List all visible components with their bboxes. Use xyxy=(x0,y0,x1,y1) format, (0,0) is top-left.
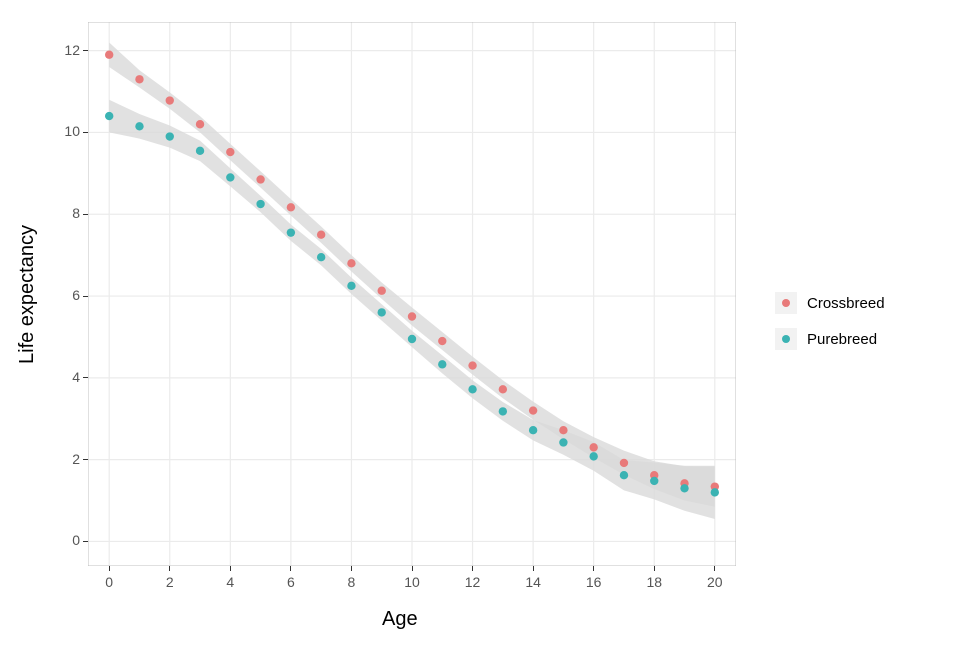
data-point xyxy=(347,282,355,290)
x-tick-mark xyxy=(533,566,534,571)
data-point xyxy=(166,96,174,104)
legend: Crossbreed Purebreed xyxy=(775,292,885,364)
legend-item: Purebreed xyxy=(775,328,885,350)
data-point xyxy=(438,360,446,368)
data-point xyxy=(589,452,597,460)
legend-key xyxy=(775,292,797,314)
data-point xyxy=(650,477,658,485)
y-tick-label: 6 xyxy=(46,287,80,303)
data-point xyxy=(135,75,143,83)
data-point xyxy=(438,337,446,345)
data-point xyxy=(589,443,597,451)
data-point xyxy=(378,287,386,295)
x-axis-title: Age xyxy=(382,608,418,631)
chart-container: Life expectancy Age CrossbreedPurebreed … xyxy=(0,0,963,667)
data-point xyxy=(256,175,264,183)
y-tick-mark xyxy=(83,296,88,297)
data-point xyxy=(226,148,234,156)
data-point xyxy=(408,335,416,343)
x-tick-label: 6 xyxy=(276,574,306,590)
x-tick-label: 0 xyxy=(94,574,124,590)
y-tick-mark xyxy=(83,377,88,378)
x-tick-mark xyxy=(654,566,655,571)
y-tick-label: 10 xyxy=(46,123,80,139)
data-point xyxy=(468,361,476,369)
data-point xyxy=(135,122,143,130)
data-point xyxy=(166,132,174,140)
data-point xyxy=(559,438,567,446)
data-point xyxy=(105,112,113,120)
x-tick-label: 4 xyxy=(215,574,245,590)
x-tick-mark xyxy=(109,566,110,571)
x-tick-label: 16 xyxy=(579,574,609,590)
data-point xyxy=(317,230,325,238)
x-tick-mark xyxy=(351,566,352,571)
x-tick-label: 12 xyxy=(458,574,488,590)
plot-panel xyxy=(88,22,736,566)
legend-label: Crossbreed xyxy=(807,295,885,312)
data-point xyxy=(408,312,416,320)
y-tick-label: 12 xyxy=(46,42,80,58)
data-point xyxy=(529,426,537,434)
x-tick-mark xyxy=(593,566,594,571)
x-tick-label: 14 xyxy=(518,574,548,590)
x-tick-label: 20 xyxy=(700,574,730,590)
data-point xyxy=(499,407,507,415)
y-tick-label: 2 xyxy=(46,451,80,467)
x-tick-label: 18 xyxy=(639,574,669,590)
data-point xyxy=(196,147,204,155)
x-tick-mark xyxy=(412,566,413,571)
data-point xyxy=(620,459,628,467)
legend-dot-icon xyxy=(782,299,790,307)
data-point xyxy=(287,203,295,211)
legend-item: Crossbreed xyxy=(775,292,885,314)
y-axis-title: Life expectancy xyxy=(16,225,39,364)
data-point xyxy=(499,385,507,393)
data-point xyxy=(378,308,386,316)
y-tick-label: 0 xyxy=(46,532,80,548)
y-tick-mark xyxy=(83,132,88,133)
data-point xyxy=(196,120,204,128)
data-point xyxy=(680,484,688,492)
legend-dot-icon xyxy=(782,335,790,343)
data-point xyxy=(559,426,567,434)
x-tick-mark xyxy=(169,566,170,571)
x-tick-mark xyxy=(290,566,291,571)
y-tick-label: 4 xyxy=(46,369,80,385)
y-tick-mark xyxy=(83,214,88,215)
x-tick-mark xyxy=(230,566,231,571)
x-tick-mark xyxy=(472,566,473,571)
data-point xyxy=(620,471,628,479)
data-point xyxy=(468,385,476,393)
x-tick-label: 8 xyxy=(336,574,366,590)
data-point xyxy=(226,173,234,181)
data-point xyxy=(317,253,325,261)
legend-key xyxy=(775,328,797,350)
data-point xyxy=(105,51,113,59)
legend-label: Purebreed xyxy=(807,331,877,348)
y-tick-mark xyxy=(83,459,88,460)
data-point xyxy=(287,228,295,236)
data-point xyxy=(529,406,537,414)
x-tick-label: 2 xyxy=(155,574,185,590)
x-tick-label: 10 xyxy=(397,574,427,590)
y-tick-mark xyxy=(83,541,88,542)
x-tick-mark xyxy=(714,566,715,571)
y-tick-label: 8 xyxy=(46,205,80,221)
data-point xyxy=(711,488,719,496)
data-point xyxy=(347,259,355,267)
y-tick-mark xyxy=(83,50,88,51)
data-point xyxy=(256,200,264,208)
